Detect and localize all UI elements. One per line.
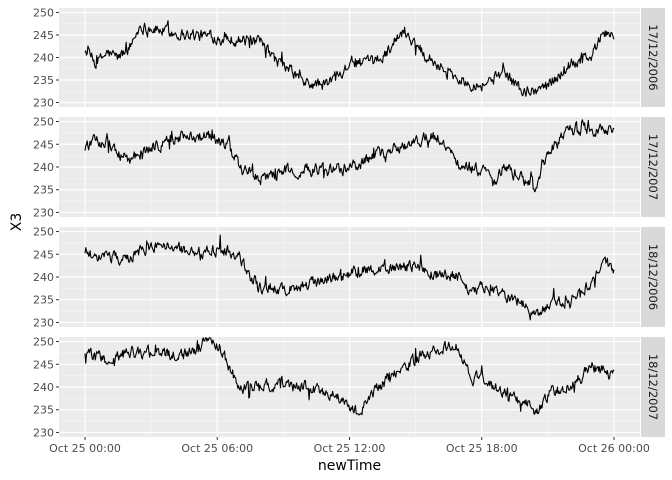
facet-strip-label: 17/12/2006 [646, 24, 660, 90]
y-tick-label: 245 [33, 248, 54, 261]
facet-strip-label: 18/12/2007 [646, 354, 660, 420]
series-line [84, 337, 615, 416]
y-tick-label: 235 [33, 294, 54, 307]
x-tick-label: Oct 25 18:00 [446, 442, 518, 455]
facet-panel: 230 235 240 245 250 18/12/2007 [33, 336, 665, 439]
x-axis-title: newTime [318, 458, 381, 474]
y-tick-label: 235 [33, 74, 54, 87]
facet-strip [641, 337, 665, 437]
x-tick-label: Oct 25 12:00 [314, 442, 386, 455]
facet-strip [641, 117, 665, 217]
x-tick-label: Oct 26 00:00 [578, 442, 650, 455]
y-tick-label: 245 [33, 358, 54, 371]
facet-panel: 230 235 240 245 250 17/12/2007 [33, 116, 665, 219]
y-axis-title: X3 [9, 213, 25, 232]
y-tick-label: 250 [33, 226, 54, 239]
x-tick-label: Oct 25 06:00 [181, 442, 253, 455]
y-tick-label: 235 [33, 404, 54, 417]
y-tick-label: 240 [33, 52, 54, 65]
series-line [84, 119, 615, 193]
facet-panel: 230 235 240 245 250 17/12/2006 [33, 7, 665, 110]
facet-strip-label: 17/12/2007 [646, 134, 660, 200]
series-line [84, 234, 615, 321]
series-line [84, 20, 615, 97]
y-tick-label: 250 [33, 336, 54, 349]
x-tick-label: Oct 25 00:00 [49, 442, 121, 455]
y-tick-label: 245 [33, 138, 54, 151]
y-tick-label: 230 [33, 426, 54, 439]
y-tick-label: 250 [33, 116, 54, 129]
facet-strip [641, 8, 665, 107]
y-tick-label: 230 [33, 97, 54, 110]
y-tick-label: 230 [33, 316, 54, 329]
y-tick-label: 240 [33, 161, 54, 174]
y-tick-label: 235 [33, 184, 54, 197]
facet-strip-label: 18/12/2006 [646, 244, 660, 310]
y-tick-label: 240 [33, 381, 54, 394]
y-tick-label: 245 [33, 29, 54, 42]
y-tick-label: 250 [33, 7, 54, 20]
y-tick-label: 240 [33, 271, 54, 284]
facet-strip [641, 227, 665, 327]
facet-panel: 230 235 240 245 250 18/12/2006 [33, 226, 665, 329]
y-tick-label: 230 [33, 206, 54, 219]
